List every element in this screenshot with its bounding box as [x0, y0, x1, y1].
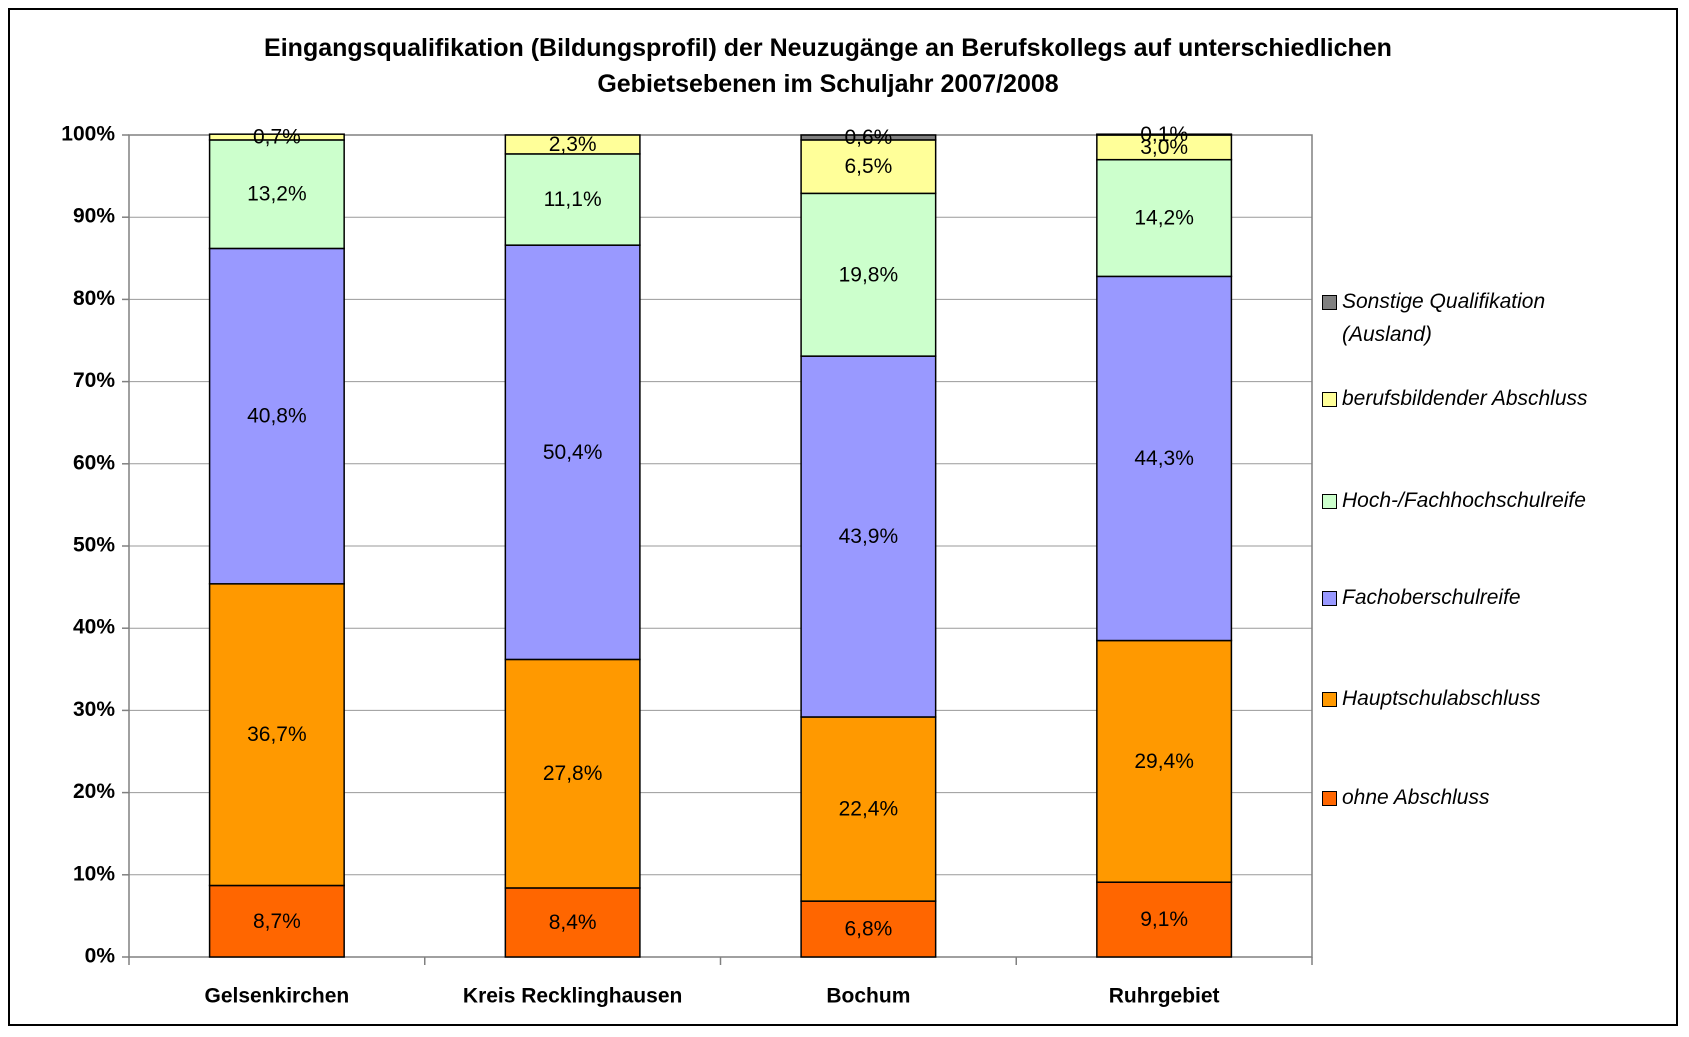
- bar-segment: [504, 153, 641, 246]
- y-tick-label: 30%: [73, 698, 115, 721]
- data-label: 36,7%: [247, 723, 307, 746]
- data-label: 6,5%: [844, 155, 892, 178]
- bar-segment: [1096, 275, 1233, 642]
- bar-segment: [208, 139, 345, 250]
- y-tick-label: 90%: [73, 205, 115, 228]
- bar-segment: [800, 139, 937, 195]
- bar-segment: [504, 887, 641, 958]
- legend-label: berufsbildender Abschluss: [1342, 387, 1588, 410]
- y-tick-label: 100%: [61, 123, 115, 146]
- data-label: 6,8%: [844, 918, 892, 941]
- data-label: 0,1%: [1140, 123, 1188, 146]
- bar-segment: [504, 134, 641, 155]
- bar-segment: [504, 244, 641, 661]
- y-tick-label: 40%: [73, 616, 115, 639]
- legend-item: Hoch-/Fachhochschulreife: [1322, 484, 1612, 517]
- legend-swatch: [1322, 494, 1337, 509]
- legend-label: Sonstige Qualifikation (Ausland): [1342, 290, 1546, 346]
- y-tick-label: 50%: [73, 534, 115, 557]
- y-tick-label: 80%: [73, 287, 115, 310]
- legend-label: Hoch-/Fachhochschulreife: [1342, 489, 1586, 512]
- bar-segment: [800, 900, 937, 958]
- legend-label: Hauptschulabschluss: [1342, 687, 1541, 710]
- legend-label: ohne Abschluss: [1342, 786, 1490, 809]
- legend-label: Fachoberschulreife: [1342, 586, 1521, 609]
- legend-swatch: [1322, 295, 1337, 310]
- data-label: 40,8%: [247, 405, 307, 428]
- data-label: 0,6%: [844, 126, 892, 149]
- data-label: 29,4%: [1134, 750, 1194, 773]
- legend-swatch: [1322, 591, 1337, 606]
- x-tick-label: Bochum: [826, 985, 910, 1008]
- bar-segment: [1096, 639, 1233, 883]
- bar-segment: [800, 134, 937, 141]
- data-label: 22,4%: [839, 798, 899, 821]
- data-label: 19,8%: [839, 263, 899, 286]
- y-tick-label: 60%: [73, 451, 115, 474]
- y-tick-label: 20%: [73, 780, 115, 803]
- chart-title: Eingangsqualifikation (Bildungsprofil) d…: [264, 34, 1392, 98]
- data-label: 3,0%: [1140, 136, 1188, 159]
- legend-item: Sonstige Qualifikation (Ausland): [1322, 285, 1612, 351]
- bar-segment: [1096, 158, 1233, 278]
- legend-swatch: [1322, 791, 1337, 806]
- data-label: 0,7%: [253, 126, 301, 149]
- bar-segment: [208, 133, 345, 141]
- bar-segment: [1096, 133, 1233, 136]
- x-tick-label: Gelsenkirchen: [205, 985, 350, 1008]
- data-label: 50,4%: [543, 441, 603, 464]
- data-label: 9,1%: [1140, 908, 1188, 931]
- data-label: 44,3%: [1134, 447, 1194, 470]
- y-tick-label: 0%: [85, 945, 116, 968]
- data-label: 11,1%: [544, 188, 602, 211]
- data-label: 8,4%: [549, 911, 597, 934]
- bar-segment: [208, 583, 345, 887]
- chart-frame: [8, 8, 1678, 1026]
- x-tick-label: Kreis Recklinghausen: [463, 985, 682, 1008]
- data-label: 27,8%: [543, 762, 603, 785]
- data-label: 13,2%: [247, 183, 307, 206]
- legend-swatch: [1322, 392, 1337, 407]
- legend-item: ohne Abschluss: [1322, 781, 1612, 814]
- y-tick-label: 10%: [73, 862, 115, 885]
- bar-segment: [800, 716, 937, 902]
- bar-segment: [1096, 881, 1233, 958]
- legend-swatch: [1322, 692, 1337, 707]
- legend-item: berufsbildender Abschluss: [1322, 382, 1612, 415]
- data-label: 2,3%: [549, 133, 597, 156]
- bar-segment: [208, 247, 345, 585]
- bar-segment: [208, 884, 345, 958]
- data-label: 14,2%: [1134, 207, 1194, 230]
- data-label: 8,7%: [253, 910, 301, 933]
- y-tick-label: 70%: [73, 369, 115, 392]
- x-tick-label: Ruhrgebiet: [1109, 985, 1220, 1008]
- legend-item: Fachoberschulreife: [1322, 581, 1612, 614]
- bar-segment: [504, 658, 641, 889]
- legend-item: Hauptschulabschluss: [1322, 682, 1612, 715]
- data-label: 43,9%: [839, 525, 899, 548]
